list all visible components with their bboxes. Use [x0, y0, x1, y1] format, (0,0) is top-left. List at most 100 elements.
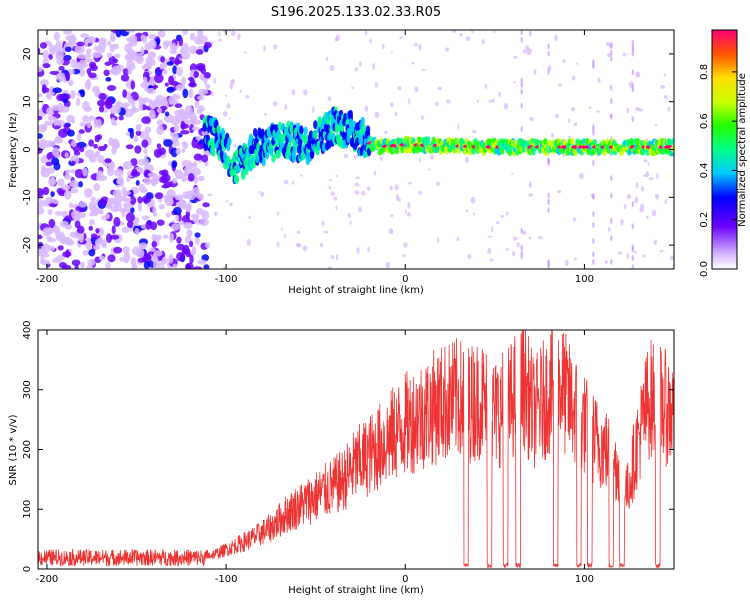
amplitude-blob — [147, 172, 157, 178]
amplitude-blob — [389, 185, 393, 191]
amplitude-blob — [183, 221, 193, 230]
amplitude-blob — [296, 230, 301, 234]
amplitude-blob — [63, 93, 71, 100]
amplitude-blob — [63, 174, 72, 180]
amplitude-blob — [90, 196, 96, 202]
amplitude-blob — [358, 61, 362, 67]
amplitude-blob — [299, 125, 304, 135]
amplitude-blob — [181, 50, 191, 60]
amplitude-blob — [140, 188, 148, 194]
amplitude-blob — [358, 206, 362, 213]
amplitude-blob — [47, 209, 53, 215]
amplitude-blob — [166, 86, 175, 93]
amplitude-blob — [42, 186, 50, 196]
amplitude-blob — [88, 249, 96, 257]
bottom-x-ticks: -200 -100 0 100 — [36, 330, 594, 585]
amplitude-blob — [617, 251, 623, 255]
amplitude-blob — [225, 200, 229, 203]
amplitude-blob — [241, 171, 246, 181]
amplitude-blob — [503, 102, 509, 110]
amplitude-blob — [319, 243, 324, 248]
amplitude-blob — [205, 242, 211, 249]
amplitude-blob — [137, 196, 143, 204]
amplitude-blob — [356, 247, 360, 254]
amplitude-blob — [90, 37, 96, 42]
amplitude-blob — [56, 93, 65, 102]
amplitude-blob — [52, 87, 63, 94]
amplitude-blob — [103, 69, 110, 77]
amplitude-blob — [328, 185, 332, 190]
amplitude-blob — [172, 94, 181, 100]
amplitude-blob — [38, 206, 45, 215]
amplitude-blob — [185, 262, 194, 269]
amplitude-blob — [158, 203, 165, 210]
amplitude-blob — [133, 52, 143, 63]
amplitude-blob — [631, 264, 634, 269]
amplitude-blob — [153, 98, 162, 107]
amplitude-blob — [175, 113, 185, 122]
amplitude-blob — [631, 46, 634, 53]
amplitude-blob — [55, 40, 62, 47]
amplitude-blob — [126, 220, 134, 229]
amplitude-blob — [234, 174, 240, 184]
amplitude-blob — [471, 30, 474, 34]
top-y-tick-label: -10 — [22, 189, 33, 205]
amplitude-blob — [193, 266, 203, 269]
amplitude-blob — [130, 171, 141, 177]
amplitude-blob — [130, 107, 140, 113]
amplitude-blob — [178, 37, 184, 47]
amplitude-blob — [171, 80, 179, 87]
amplitude-blob — [374, 82, 378, 88]
amplitude-blob — [143, 76, 148, 84]
amplitude-blob — [93, 143, 99, 149]
amplitude-blob — [180, 203, 189, 210]
amplitude-blob — [94, 238, 101, 247]
amplitude-blob — [109, 234, 120, 240]
amplitude-blob — [481, 38, 485, 45]
amplitude-blob — [90, 233, 98, 239]
bottom-y-tick-label: 200 — [22, 440, 33, 459]
amplitude-blob — [484, 83, 488, 89]
amplitude-blob — [397, 85, 402, 91]
amplitude-blob — [66, 129, 75, 137]
amplitude-blob — [160, 265, 166, 269]
amplitude-blob — [592, 210, 595, 217]
amplitude-blob — [51, 104, 61, 111]
amplitude-blob — [385, 261, 391, 269]
amplitude-blob — [366, 186, 371, 191]
amplitude-blob — [77, 53, 87, 60]
amplitude-blob — [459, 32, 463, 37]
amplitude-blob — [89, 64, 98, 72]
amplitude-blob — [284, 103, 288, 111]
amplitude-blob — [411, 62, 415, 65]
amplitude-blob — [520, 227, 523, 234]
amplitude-blob — [570, 106, 576, 112]
amplitude-blob — [113, 246, 123, 254]
amplitude-blob — [130, 256, 137, 267]
amplitude-blob — [610, 43, 613, 50]
amplitude-blob — [323, 230, 329, 234]
amplitude-blob — [145, 220, 152, 230]
amplitude-blob — [79, 121, 87, 127]
amplitude-blob — [333, 196, 338, 201]
amplitude-blob — [343, 154, 349, 159]
amplitude-blob — [228, 117, 231, 120]
amplitude-blob — [197, 95, 205, 101]
amplitude-blob — [110, 162, 115, 168]
amplitude-blob — [527, 48, 532, 54]
amplitude-blob — [330, 191, 335, 196]
amplitude-blob — [667, 106, 671, 112]
amplitude-blob — [610, 84, 613, 91]
amplitude-blob — [101, 215, 107, 221]
amplitude-blob — [516, 241, 520, 248]
amplitude-blob — [40, 123, 48, 131]
amplitude-blob — [65, 71, 71, 81]
amplitude-blob — [176, 147, 181, 156]
amplitude-blob — [112, 58, 119, 64]
amplitude-blob — [125, 176, 131, 182]
amplitude-blob — [188, 88, 194, 99]
amplitude-blob — [115, 104, 121, 114]
amplitude-blob — [46, 235, 52, 240]
amplitude-blob — [390, 51, 393, 54]
